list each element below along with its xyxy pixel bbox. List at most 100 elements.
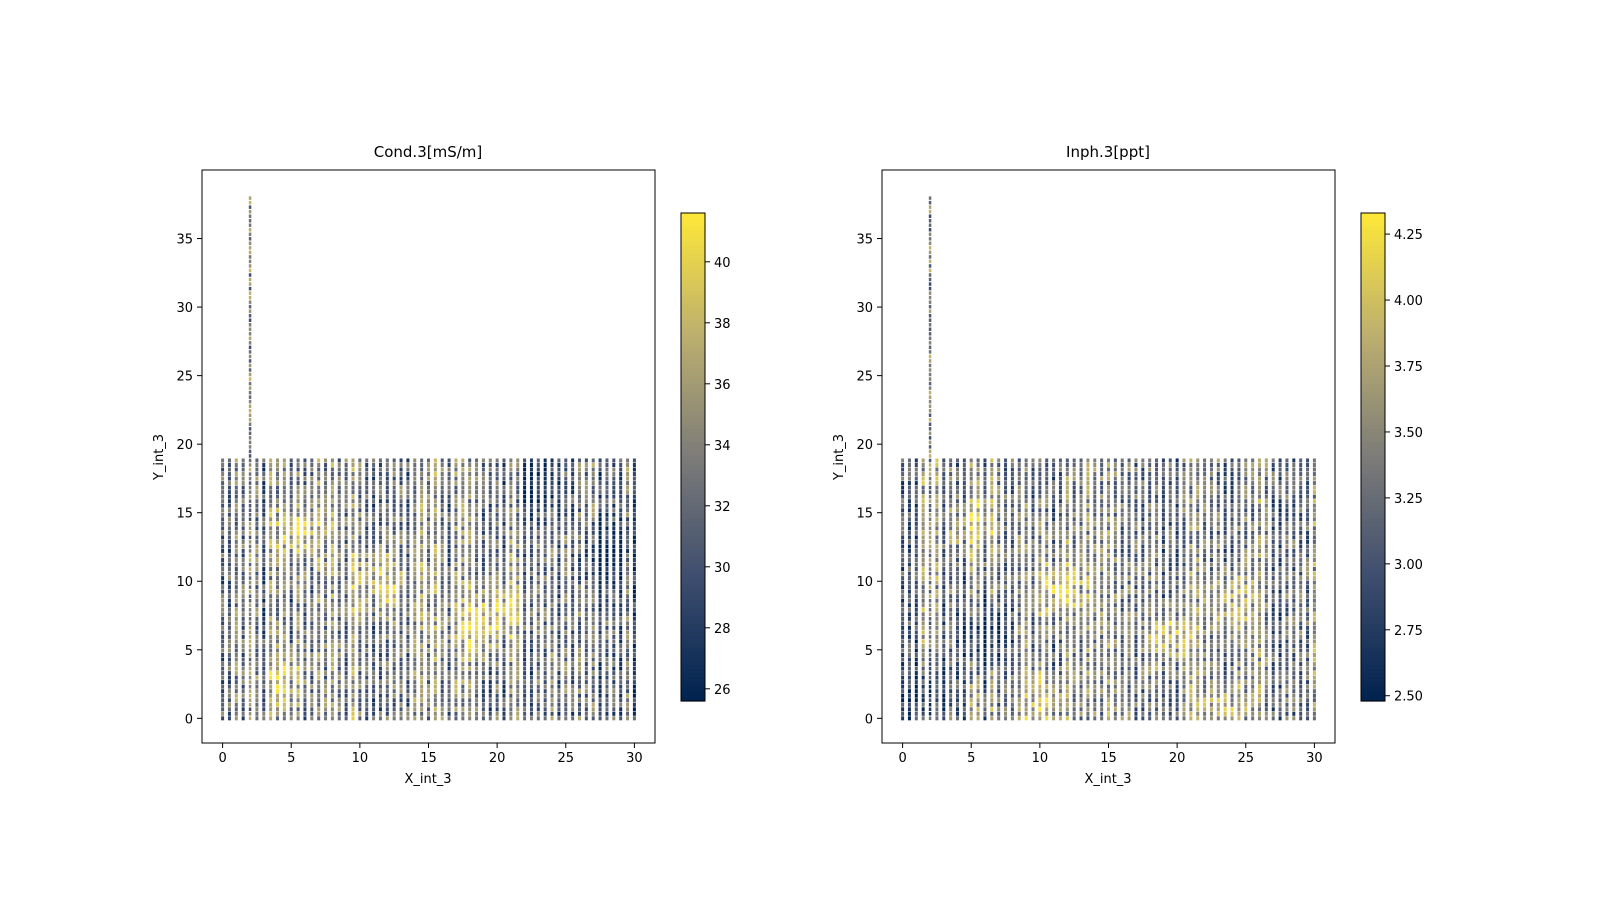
data-point <box>440 499 444 504</box>
data-point <box>942 571 946 576</box>
data-point <box>921 693 925 698</box>
data-point <box>571 680 575 685</box>
data-point <box>324 553 328 558</box>
data-point <box>571 463 575 467</box>
data-point <box>255 485 259 490</box>
data-point <box>632 675 636 680</box>
data-point <box>997 562 1001 567</box>
data-point <box>427 689 430 694</box>
data-point <box>358 576 362 581</box>
data-point <box>509 675 513 680</box>
data-point <box>557 625 561 630</box>
data-point <box>907 539 911 544</box>
data-point <box>529 517 533 522</box>
data-point <box>337 530 341 535</box>
data-point <box>1031 689 1035 694</box>
data-point <box>523 517 527 522</box>
data-point <box>440 567 444 572</box>
data-point <box>255 580 259 585</box>
data-point <box>310 481 314 486</box>
data-point <box>227 562 231 567</box>
data-point <box>564 517 568 522</box>
data-point <box>454 630 458 635</box>
data-point <box>227 598 231 603</box>
data-point <box>935 580 939 585</box>
data-point <box>997 630 1001 635</box>
data-point <box>1031 675 1035 680</box>
data-point <box>262 711 266 716</box>
data-point <box>557 458 561 463</box>
data-point <box>969 598 973 603</box>
data-point <box>269 576 273 581</box>
data-point <box>365 490 369 495</box>
data-point <box>310 490 314 495</box>
data-point <box>454 707 458 712</box>
data-point <box>324 621 328 626</box>
data-point <box>983 544 987 549</box>
data-point <box>427 634 430 639</box>
data-point <box>385 621 389 626</box>
data-point <box>221 671 225 676</box>
data-point <box>543 625 547 630</box>
data-point <box>907 698 911 703</box>
data-point <box>969 463 973 467</box>
data-point <box>509 639 513 644</box>
data-point <box>481 558 485 562</box>
data-point <box>289 535 293 540</box>
data-point <box>269 567 273 572</box>
data-point <box>330 467 334 472</box>
data-point <box>564 539 568 544</box>
data-point <box>516 494 520 499</box>
data-point <box>461 467 465 472</box>
data-point <box>983 684 987 689</box>
data-point <box>550 548 554 553</box>
data-point <box>454 693 458 698</box>
data-point <box>337 472 341 477</box>
data-point <box>248 435 252 441</box>
data-point <box>612 494 616 499</box>
colorbar-segment <box>681 225 705 230</box>
data-point <box>227 625 231 630</box>
data-point <box>344 571 348 576</box>
data-point <box>1010 467 1014 472</box>
data-point <box>907 580 911 585</box>
data-point <box>626 548 630 553</box>
data-point <box>447 553 451 558</box>
data-point <box>337 467 341 472</box>
data-point <box>990 512 994 517</box>
data-point <box>543 580 547 585</box>
colorbar-segment <box>681 379 705 385</box>
data-point <box>523 472 527 477</box>
data-point <box>564 625 568 630</box>
data-point <box>234 490 238 495</box>
data-point <box>605 634 609 639</box>
data-point <box>454 508 458 513</box>
data-point <box>626 530 630 535</box>
data-point <box>935 652 939 657</box>
data-point <box>227 517 231 522</box>
data-point <box>564 544 568 549</box>
data-point <box>330 585 334 590</box>
data-point <box>1052 707 1056 712</box>
data-point <box>584 594 588 599</box>
data-point <box>303 548 307 553</box>
data-point <box>282 580 286 585</box>
data-point <box>221 576 225 581</box>
data-point <box>317 684 321 689</box>
data-point <box>475 485 479 490</box>
data-point <box>324 648 328 653</box>
data-point <box>543 698 547 703</box>
data-point <box>276 530 279 535</box>
data-point <box>605 526 609 531</box>
data-point <box>475 521 479 526</box>
data-point <box>632 603 636 608</box>
data-point <box>227 643 231 648</box>
data-point <box>584 684 588 689</box>
data-point <box>495 494 499 499</box>
data-point <box>406 643 410 648</box>
data-point <box>241 698 245 703</box>
data-point <box>1004 711 1008 716</box>
data-point <box>1031 607 1035 612</box>
data-point <box>358 657 362 662</box>
data-point <box>523 657 527 662</box>
